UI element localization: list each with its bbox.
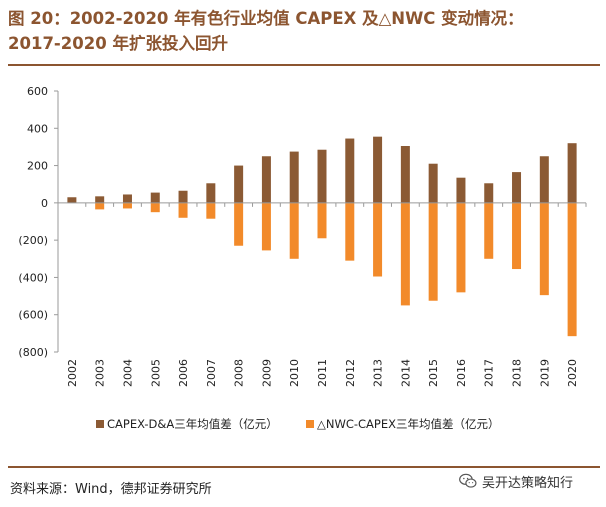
nwc-bar xyxy=(289,202,299,259)
bar-chart: 600 400 200 0 (200) (400) (600) (800) 2002 2003 20… xyxy=(18,85,587,431)
y-tick-label: 0 xyxy=(41,197,48,210)
wechat-icon xyxy=(459,473,477,488)
capex-bar xyxy=(67,197,77,203)
x-tick-label: 2013 xyxy=(372,359,385,387)
legend-capex-swatch xyxy=(96,420,104,428)
x-tick-label: 2012 xyxy=(344,359,357,387)
y-tick-label: 200 xyxy=(27,160,48,173)
nwc-bar xyxy=(539,202,549,296)
x-tick-label: 2004 xyxy=(121,359,134,387)
nwc-bar xyxy=(456,202,466,293)
x-tick-label: 2007 xyxy=(205,359,218,387)
capex-bar xyxy=(428,163,438,203)
nwc-bar xyxy=(150,202,160,213)
capex-bar xyxy=(95,196,105,203)
watermark: 吴开达策略知行 xyxy=(458,471,573,491)
nwc-bar xyxy=(178,202,188,218)
y-tick-label: (600) xyxy=(18,309,48,322)
nwc-bar xyxy=(122,202,132,209)
capex-bar xyxy=(150,192,160,203)
chart-title-line2: 2017-2020 年扩张投入回升 xyxy=(8,34,228,53)
y-tick-label: 600 xyxy=(27,85,48,98)
x-tick-label: 2020 xyxy=(566,359,579,387)
y-tick-label: (800) xyxy=(18,346,48,359)
x-tick-label: 2009 xyxy=(260,359,273,387)
nwc-bar xyxy=(484,202,494,259)
nwc-bar xyxy=(234,202,244,246)
x-tick-label: 2006 xyxy=(177,359,190,387)
legend-nwc-swatch xyxy=(306,420,314,428)
capex-bar xyxy=(484,183,494,203)
chart-title-line1: 图 20：2002-2020 年有色行业均值 CAPEX 及△NWC 变动情况： xyxy=(8,9,524,28)
legend-capex-label: CAPEX-D&A三年均值差（亿元） xyxy=(107,417,278,431)
nwc-bar xyxy=(512,202,522,270)
nwc-bar xyxy=(345,202,355,261)
capex-bar xyxy=(122,194,132,203)
y-tick-label: 400 xyxy=(27,122,48,135)
x-tick-label: 2014 xyxy=(399,359,412,387)
capex-bar xyxy=(178,190,188,203)
capex-bar xyxy=(261,156,271,203)
capex-bar xyxy=(289,151,299,203)
x-tick-label: 2003 xyxy=(94,359,107,387)
capex-bar xyxy=(345,138,355,203)
capex-bar xyxy=(512,172,522,203)
capex-bar xyxy=(373,136,383,203)
capex-bar xyxy=(206,183,216,203)
legend-nwc-label: △NWC-CAPEX三年均值差（亿元） xyxy=(317,417,499,431)
title-divider xyxy=(8,64,600,66)
footer-divider xyxy=(8,466,600,468)
watermark-text: 吴开达策略知行 xyxy=(482,475,574,491)
x-tick-label: 2019 xyxy=(538,359,551,387)
x-tick-label: 2018 xyxy=(511,359,524,387)
x-tick-label: 2015 xyxy=(427,359,440,387)
x-tick-label: 2005 xyxy=(149,359,162,387)
nwc-bar xyxy=(261,202,271,251)
y-tick-label: (400) xyxy=(18,271,48,284)
nwc-bar xyxy=(428,202,438,301)
source-note: 资料来源：Wind，德邦证券研究所 xyxy=(10,482,212,497)
nwc-bar xyxy=(567,202,577,337)
capex-bar xyxy=(400,146,410,203)
capex-bar xyxy=(456,177,466,203)
capex-bar xyxy=(234,165,244,203)
nwc-bar xyxy=(206,202,216,219)
chart-title: 图 20：2002-2020 年有色行业均值 CAPEX 及△NWC 变动情况：… xyxy=(8,6,600,56)
x-tick-label: 2017 xyxy=(483,359,496,387)
nwc-bar xyxy=(95,202,105,210)
capex-bar xyxy=(539,156,549,203)
x-tick-label: 2011 xyxy=(316,359,329,387)
y-tick-label: (200) xyxy=(18,234,48,247)
x-tick-label: 2002 xyxy=(66,359,79,387)
nwc-bar xyxy=(317,202,327,239)
capex-bar xyxy=(567,143,577,203)
x-tick-label: 2008 xyxy=(233,359,246,387)
nwc-bar xyxy=(373,202,383,277)
x-tick-label: 2016 xyxy=(455,359,468,387)
capex-bar xyxy=(317,149,327,203)
x-tick-label: 2010 xyxy=(288,359,301,387)
nwc-bar xyxy=(400,202,410,306)
